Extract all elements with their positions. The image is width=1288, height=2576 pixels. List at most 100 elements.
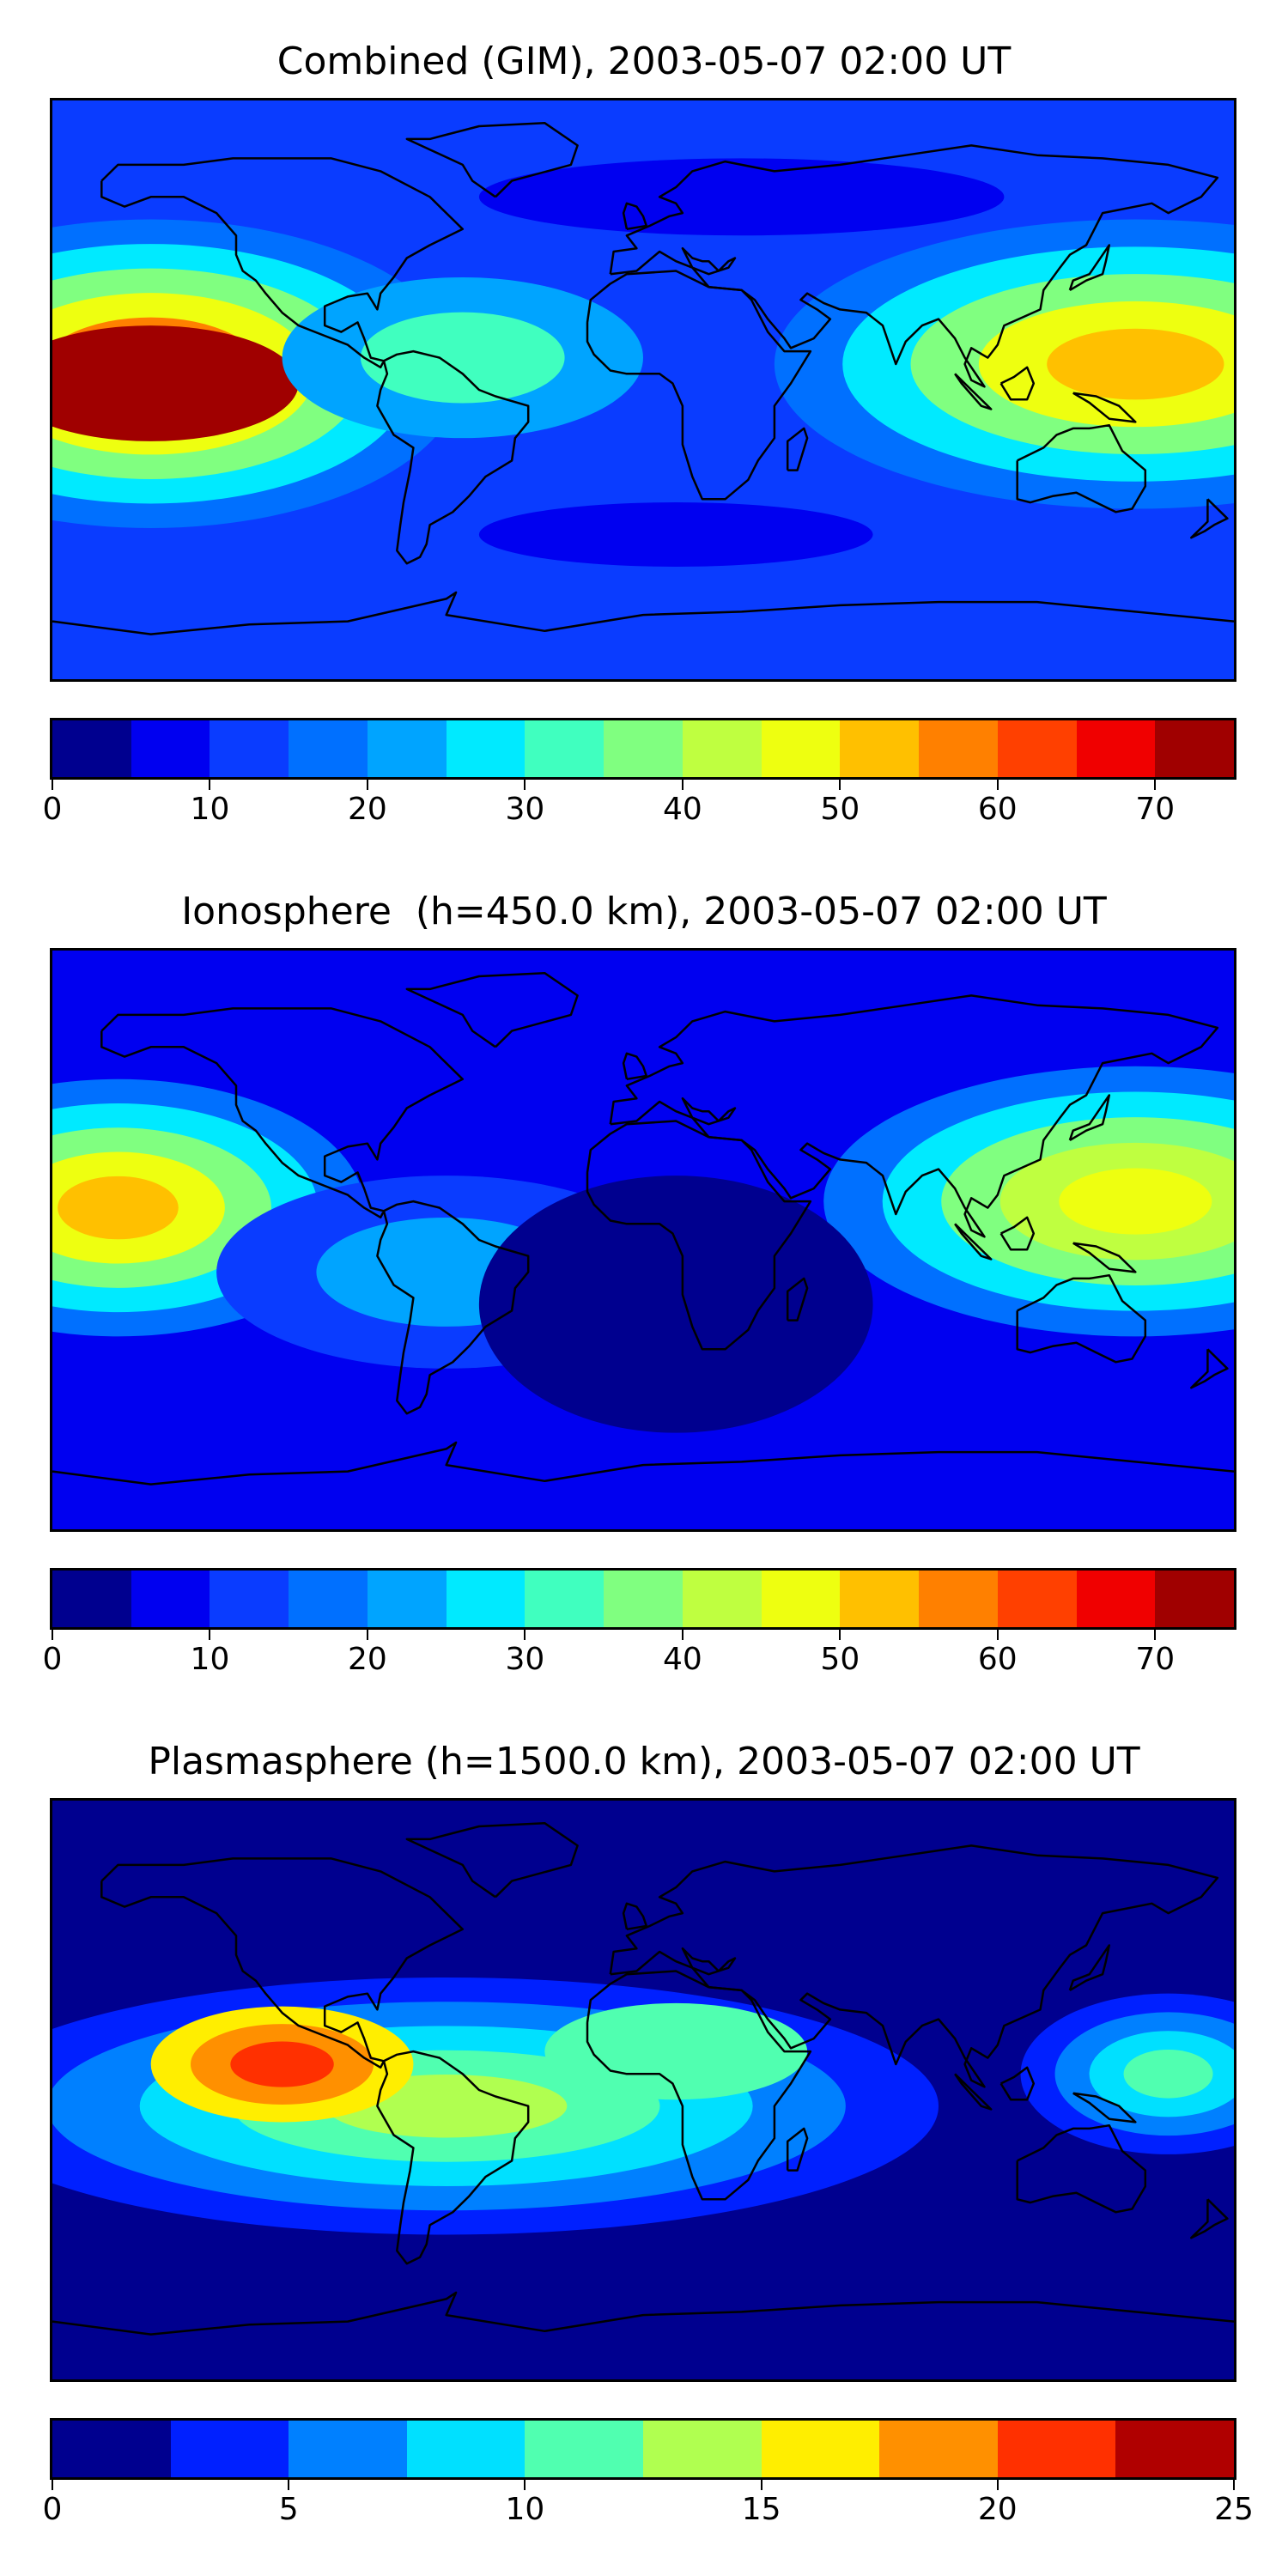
coastline xyxy=(52,1441,1234,1485)
colorbar-swatch xyxy=(367,1571,447,1627)
colorbar-tick xyxy=(839,1630,841,1640)
map-title: Combined (GIM), 2003-05-07 02:00 UT xyxy=(276,39,1012,83)
colorbar-tick xyxy=(524,1630,526,1640)
colorbar-swatch xyxy=(919,1571,998,1627)
colorbar-tick-label: 30 xyxy=(505,792,545,827)
coastline xyxy=(100,157,465,369)
coastline xyxy=(405,971,579,1048)
colorbar-swatch xyxy=(1155,1571,1235,1627)
colorbar-tick xyxy=(681,1630,683,1640)
colorbar-swatch xyxy=(682,720,762,777)
colorbar-tick-label: 70 xyxy=(1135,792,1176,827)
coastline xyxy=(622,1902,648,1931)
colorbar-tick xyxy=(52,2480,53,2490)
colorbar-tick-label: 50 xyxy=(820,1642,860,1677)
colorbar-tick-label: 20 xyxy=(348,792,387,827)
coastline xyxy=(1016,423,1147,513)
colorbar-tick-label: 40 xyxy=(662,792,702,827)
colorbar-swatch xyxy=(446,720,526,777)
colorbar xyxy=(50,2418,1236,2480)
colorbar-swatch xyxy=(1115,2421,1234,2477)
tec-map xyxy=(50,1798,1236,2382)
coastline xyxy=(1190,1348,1229,1389)
coastline xyxy=(954,373,993,410)
colorbar-swatch xyxy=(604,720,683,777)
coastline xyxy=(954,2073,993,2111)
colorbar-tick xyxy=(996,780,999,790)
contour-map-canvas xyxy=(52,100,1234,679)
colorbar-tick-label: 25 xyxy=(1214,2492,1254,2527)
colorbar-swatch xyxy=(997,720,1077,777)
colorbar-tick xyxy=(524,2480,526,2490)
coastline xyxy=(52,591,1234,635)
coastline xyxy=(622,1052,648,1081)
colorbar-swatch xyxy=(1155,720,1235,777)
colorbar-tick xyxy=(524,780,526,790)
colorbar-tick-label: 10 xyxy=(505,2492,545,2527)
coastline xyxy=(405,121,579,198)
colorbar-tick-label: 0 xyxy=(42,792,63,827)
coastline xyxy=(999,1216,1036,1251)
coastline xyxy=(1190,2198,1229,2239)
coastline xyxy=(786,1277,809,1321)
colorbar-tick xyxy=(288,2480,290,2490)
colorbar-tick xyxy=(209,780,211,790)
colorbar-tick xyxy=(996,2480,999,2490)
colorbar-swatch xyxy=(525,2421,643,2477)
colorbar-swatch xyxy=(761,1571,841,1627)
colorbar-swatch xyxy=(210,720,289,777)
coastline xyxy=(999,2066,1036,2101)
coastline xyxy=(609,1844,1219,2088)
colorbar-tick-label: 60 xyxy=(977,1642,1018,1677)
contour-band xyxy=(478,158,1005,236)
colorbar-swatch xyxy=(840,720,920,777)
coastline xyxy=(622,202,648,231)
colorbar-tick-label: 15 xyxy=(741,2492,781,2527)
colorbar-tick-label: 70 xyxy=(1135,1642,1176,1677)
colorbar-swatch xyxy=(52,720,131,777)
colorbar-tick xyxy=(366,1630,368,1640)
colorbar-swatch xyxy=(761,2421,880,2477)
colorbar-tick-label: 0 xyxy=(42,2492,63,2527)
tec-map xyxy=(50,948,1236,1532)
colorbar-tick-label: 50 xyxy=(820,792,860,827)
colorbar-swatch xyxy=(761,720,841,777)
coastline xyxy=(586,1120,812,1351)
colorbar-swatch xyxy=(52,1571,131,1627)
colorbar-swatch xyxy=(367,720,447,777)
colorbar-tick xyxy=(839,780,841,790)
coastline xyxy=(100,1007,465,1219)
contour-band xyxy=(52,325,299,441)
coastline xyxy=(786,427,809,471)
colorbar-swatch xyxy=(919,720,998,777)
contour-map-canvas xyxy=(52,1801,1234,2379)
coastline xyxy=(1190,498,1229,539)
colorbar-swatch xyxy=(997,1571,1077,1627)
colorbar-tick-label: 20 xyxy=(977,2492,1018,2527)
colorbar-swatch xyxy=(879,2421,998,2477)
colorbar-swatch xyxy=(997,2421,1116,2477)
colorbar-swatch xyxy=(446,1571,526,1627)
colorbar-swatch xyxy=(1076,720,1156,777)
colorbar-swatch xyxy=(604,1571,683,1627)
coastline xyxy=(1072,1242,1137,1273)
contour-band xyxy=(1059,1168,1212,1235)
colorbar-swatch xyxy=(525,1571,605,1627)
colorbar-tick-label: 60 xyxy=(977,792,1018,827)
colorbar-swatch xyxy=(210,1571,289,1627)
colorbar-swatch xyxy=(406,2421,526,2477)
colorbar-tick xyxy=(996,1630,999,1640)
colorbar xyxy=(50,718,1236,780)
contour-band xyxy=(58,1176,179,1240)
colorbar-swatch xyxy=(52,2421,171,2477)
colorbar-tick xyxy=(1154,780,1157,790)
colorbar-tick-label: 10 xyxy=(190,1642,230,1677)
colorbar-ticks: 0 10 20 30 40 50 60 70 xyxy=(43,780,1236,831)
map-title: Plasmasphere (h=1500.0 km), 2003-05-07 0… xyxy=(148,1740,1140,1783)
contour-band xyxy=(478,1176,873,1433)
colorbar-tick-label: 30 xyxy=(505,1642,545,1677)
colorbar-swatch xyxy=(289,2421,407,2477)
coastline xyxy=(100,1857,465,2069)
colorbar-tick xyxy=(1233,2480,1235,2490)
contour-map-canvas xyxy=(52,951,1234,1529)
